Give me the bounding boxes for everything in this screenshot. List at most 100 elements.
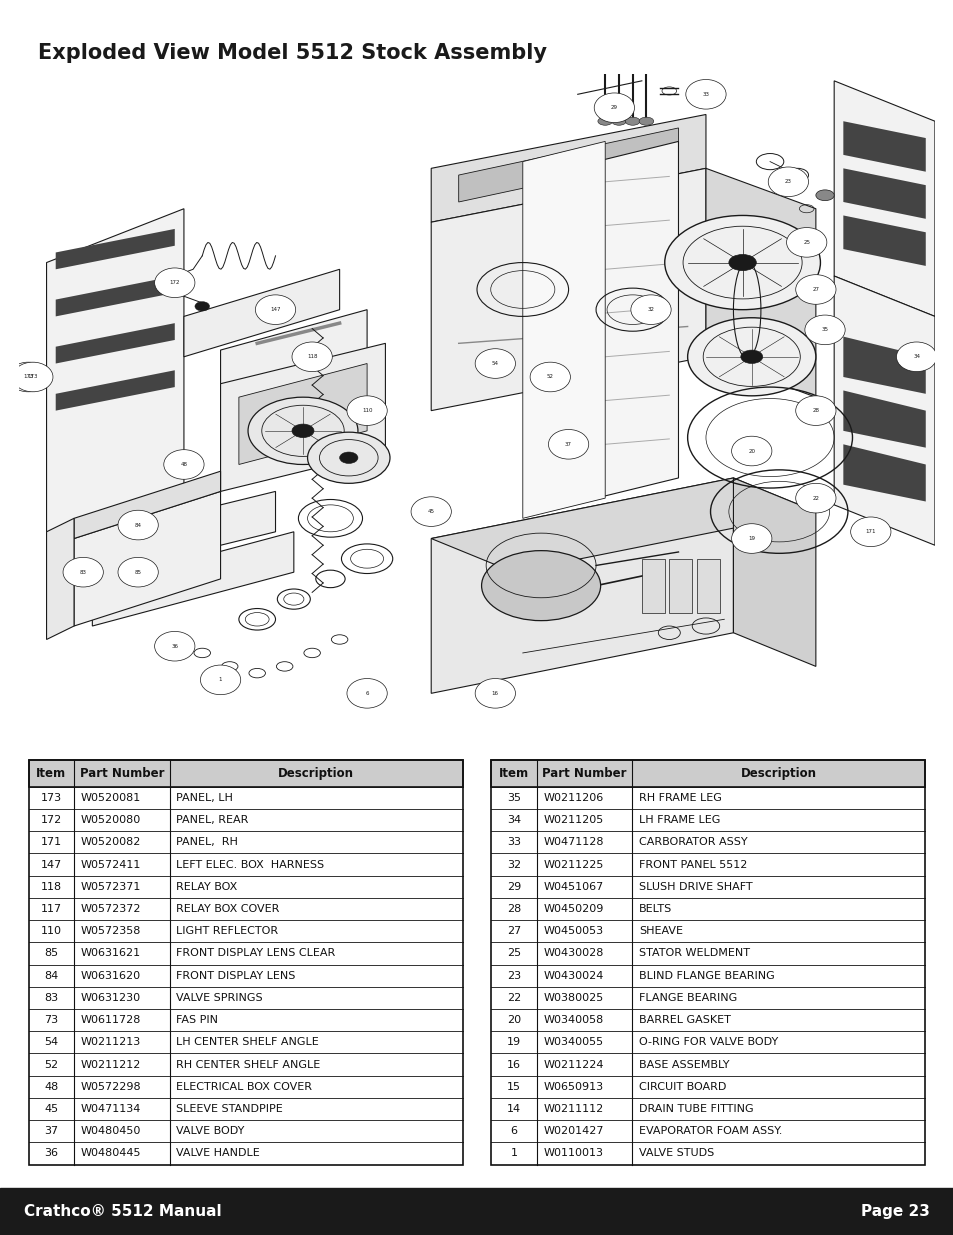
Circle shape (685, 79, 725, 109)
Text: 23: 23 (506, 971, 520, 981)
Text: 73: 73 (44, 1015, 58, 1025)
Text: Page 23: Page 23 (861, 1204, 929, 1219)
Text: 52: 52 (44, 1060, 58, 1070)
Text: W0340058: W0340058 (543, 1015, 603, 1025)
Text: W0211212: W0211212 (81, 1060, 141, 1070)
Polygon shape (220, 343, 385, 492)
Circle shape (200, 666, 240, 694)
Text: 52: 52 (546, 374, 553, 379)
Polygon shape (833, 275, 934, 546)
Circle shape (347, 396, 387, 425)
Polygon shape (47, 209, 184, 546)
Text: FRONT DISPLAY LENS CLEAR: FRONT DISPLAY LENS CLEAR (176, 948, 335, 958)
Text: VALVE HANDLE: VALVE HANDLE (176, 1149, 260, 1158)
Text: 85: 85 (44, 948, 58, 958)
Text: RELAY BOX: RELAY BOX (176, 882, 237, 892)
Circle shape (164, 450, 204, 479)
Text: RH FRAME LEG: RH FRAME LEG (639, 793, 721, 803)
Text: VALVE BODY: VALVE BODY (176, 1126, 245, 1136)
Polygon shape (220, 310, 367, 398)
Text: 19: 19 (506, 1037, 520, 1047)
Text: 23: 23 (784, 179, 791, 184)
Text: 172: 172 (41, 815, 62, 825)
Ellipse shape (339, 452, 357, 463)
Bar (29, 760, 462, 1165)
Text: 32: 32 (647, 308, 654, 312)
Text: W0520082: W0520082 (81, 837, 141, 847)
Text: W0110013: W0110013 (543, 1149, 603, 1158)
Text: O-RING FOR VALVE BODY: O-RING FOR VALVE BODY (639, 1037, 778, 1047)
Polygon shape (842, 445, 924, 501)
Text: 25: 25 (506, 948, 520, 958)
Text: 29: 29 (610, 105, 618, 110)
Text: Part Number: Part Number (542, 767, 626, 779)
Bar (669, 558, 692, 613)
Text: W0471128: W0471128 (543, 837, 603, 847)
Text: 147: 147 (41, 860, 62, 869)
Text: PANEL, LH: PANEL, LH (176, 793, 233, 803)
Text: W0572371: W0572371 (81, 882, 141, 892)
Text: 54: 54 (44, 1037, 58, 1047)
Circle shape (154, 631, 194, 661)
Polygon shape (431, 115, 705, 222)
Polygon shape (92, 532, 294, 626)
Text: W0211225: W0211225 (543, 860, 603, 869)
Circle shape (785, 227, 826, 257)
Text: 27: 27 (812, 287, 819, 291)
Text: 1: 1 (218, 677, 222, 683)
Text: 85: 85 (134, 569, 141, 574)
Text: 118: 118 (307, 354, 317, 359)
Ellipse shape (307, 432, 390, 483)
Text: 28: 28 (812, 408, 819, 414)
Text: 20: 20 (506, 1015, 520, 1025)
Polygon shape (74, 472, 220, 538)
Text: LEFT ELEC. BOX  HARNESS: LEFT ELEC. BOX HARNESS (176, 860, 324, 869)
Text: 173: 173 (23, 374, 33, 379)
Text: 35: 35 (821, 327, 827, 332)
Circle shape (795, 274, 835, 304)
Circle shape (630, 295, 671, 325)
Text: 14: 14 (506, 1104, 520, 1114)
Text: 48: 48 (44, 1082, 58, 1092)
Ellipse shape (248, 398, 357, 464)
Text: 34: 34 (506, 815, 520, 825)
Ellipse shape (598, 117, 612, 125)
Ellipse shape (194, 301, 210, 311)
Text: EVAPORATOR FOAM ASSY.: EVAPORATOR FOAM ASSY. (639, 1126, 781, 1136)
Circle shape (12, 362, 53, 391)
Text: 29: 29 (506, 882, 520, 892)
Text: LH CENTER SHELF ANGLE: LH CENTER SHELF ANGLE (176, 1037, 319, 1047)
Text: 27: 27 (506, 926, 520, 936)
Text: 84: 84 (134, 522, 141, 527)
Polygon shape (705, 168, 815, 398)
Text: 1: 1 (510, 1149, 517, 1158)
Circle shape (118, 510, 158, 540)
Circle shape (795, 396, 835, 425)
Polygon shape (47, 519, 74, 640)
Text: Item: Item (36, 767, 67, 779)
Bar (696, 558, 719, 613)
Text: W0631230: W0631230 (81, 993, 141, 1003)
Circle shape (795, 483, 835, 513)
Polygon shape (842, 390, 924, 447)
Bar (491, 760, 924, 787)
Text: W0572298: W0572298 (81, 1082, 141, 1092)
Ellipse shape (611, 117, 625, 125)
Text: 173: 173 (41, 793, 62, 803)
Text: 84: 84 (44, 971, 58, 981)
Text: FAS PIN: FAS PIN (176, 1015, 218, 1025)
Text: FRONT PANEL 5512: FRONT PANEL 5512 (639, 860, 746, 869)
Circle shape (255, 295, 295, 325)
Bar (0, 1188, 953, 1235)
Text: FRONT DISPLAY LENS: FRONT DISPLAY LENS (176, 971, 295, 981)
Text: RELAY BOX COVER: RELAY BOX COVER (176, 904, 279, 914)
Polygon shape (842, 215, 924, 266)
Text: 34: 34 (912, 354, 919, 359)
Text: 22: 22 (506, 993, 520, 1003)
Ellipse shape (625, 117, 639, 125)
Text: W0631621: W0631621 (81, 948, 141, 958)
Polygon shape (833, 80, 934, 316)
Text: RH CENTER SHELF ANGLE: RH CENTER SHELF ANGLE (176, 1060, 320, 1070)
Text: W0450053: W0450053 (543, 926, 603, 936)
Text: BLIND FLANGE BEARING: BLIND FLANGE BEARING (639, 971, 774, 981)
